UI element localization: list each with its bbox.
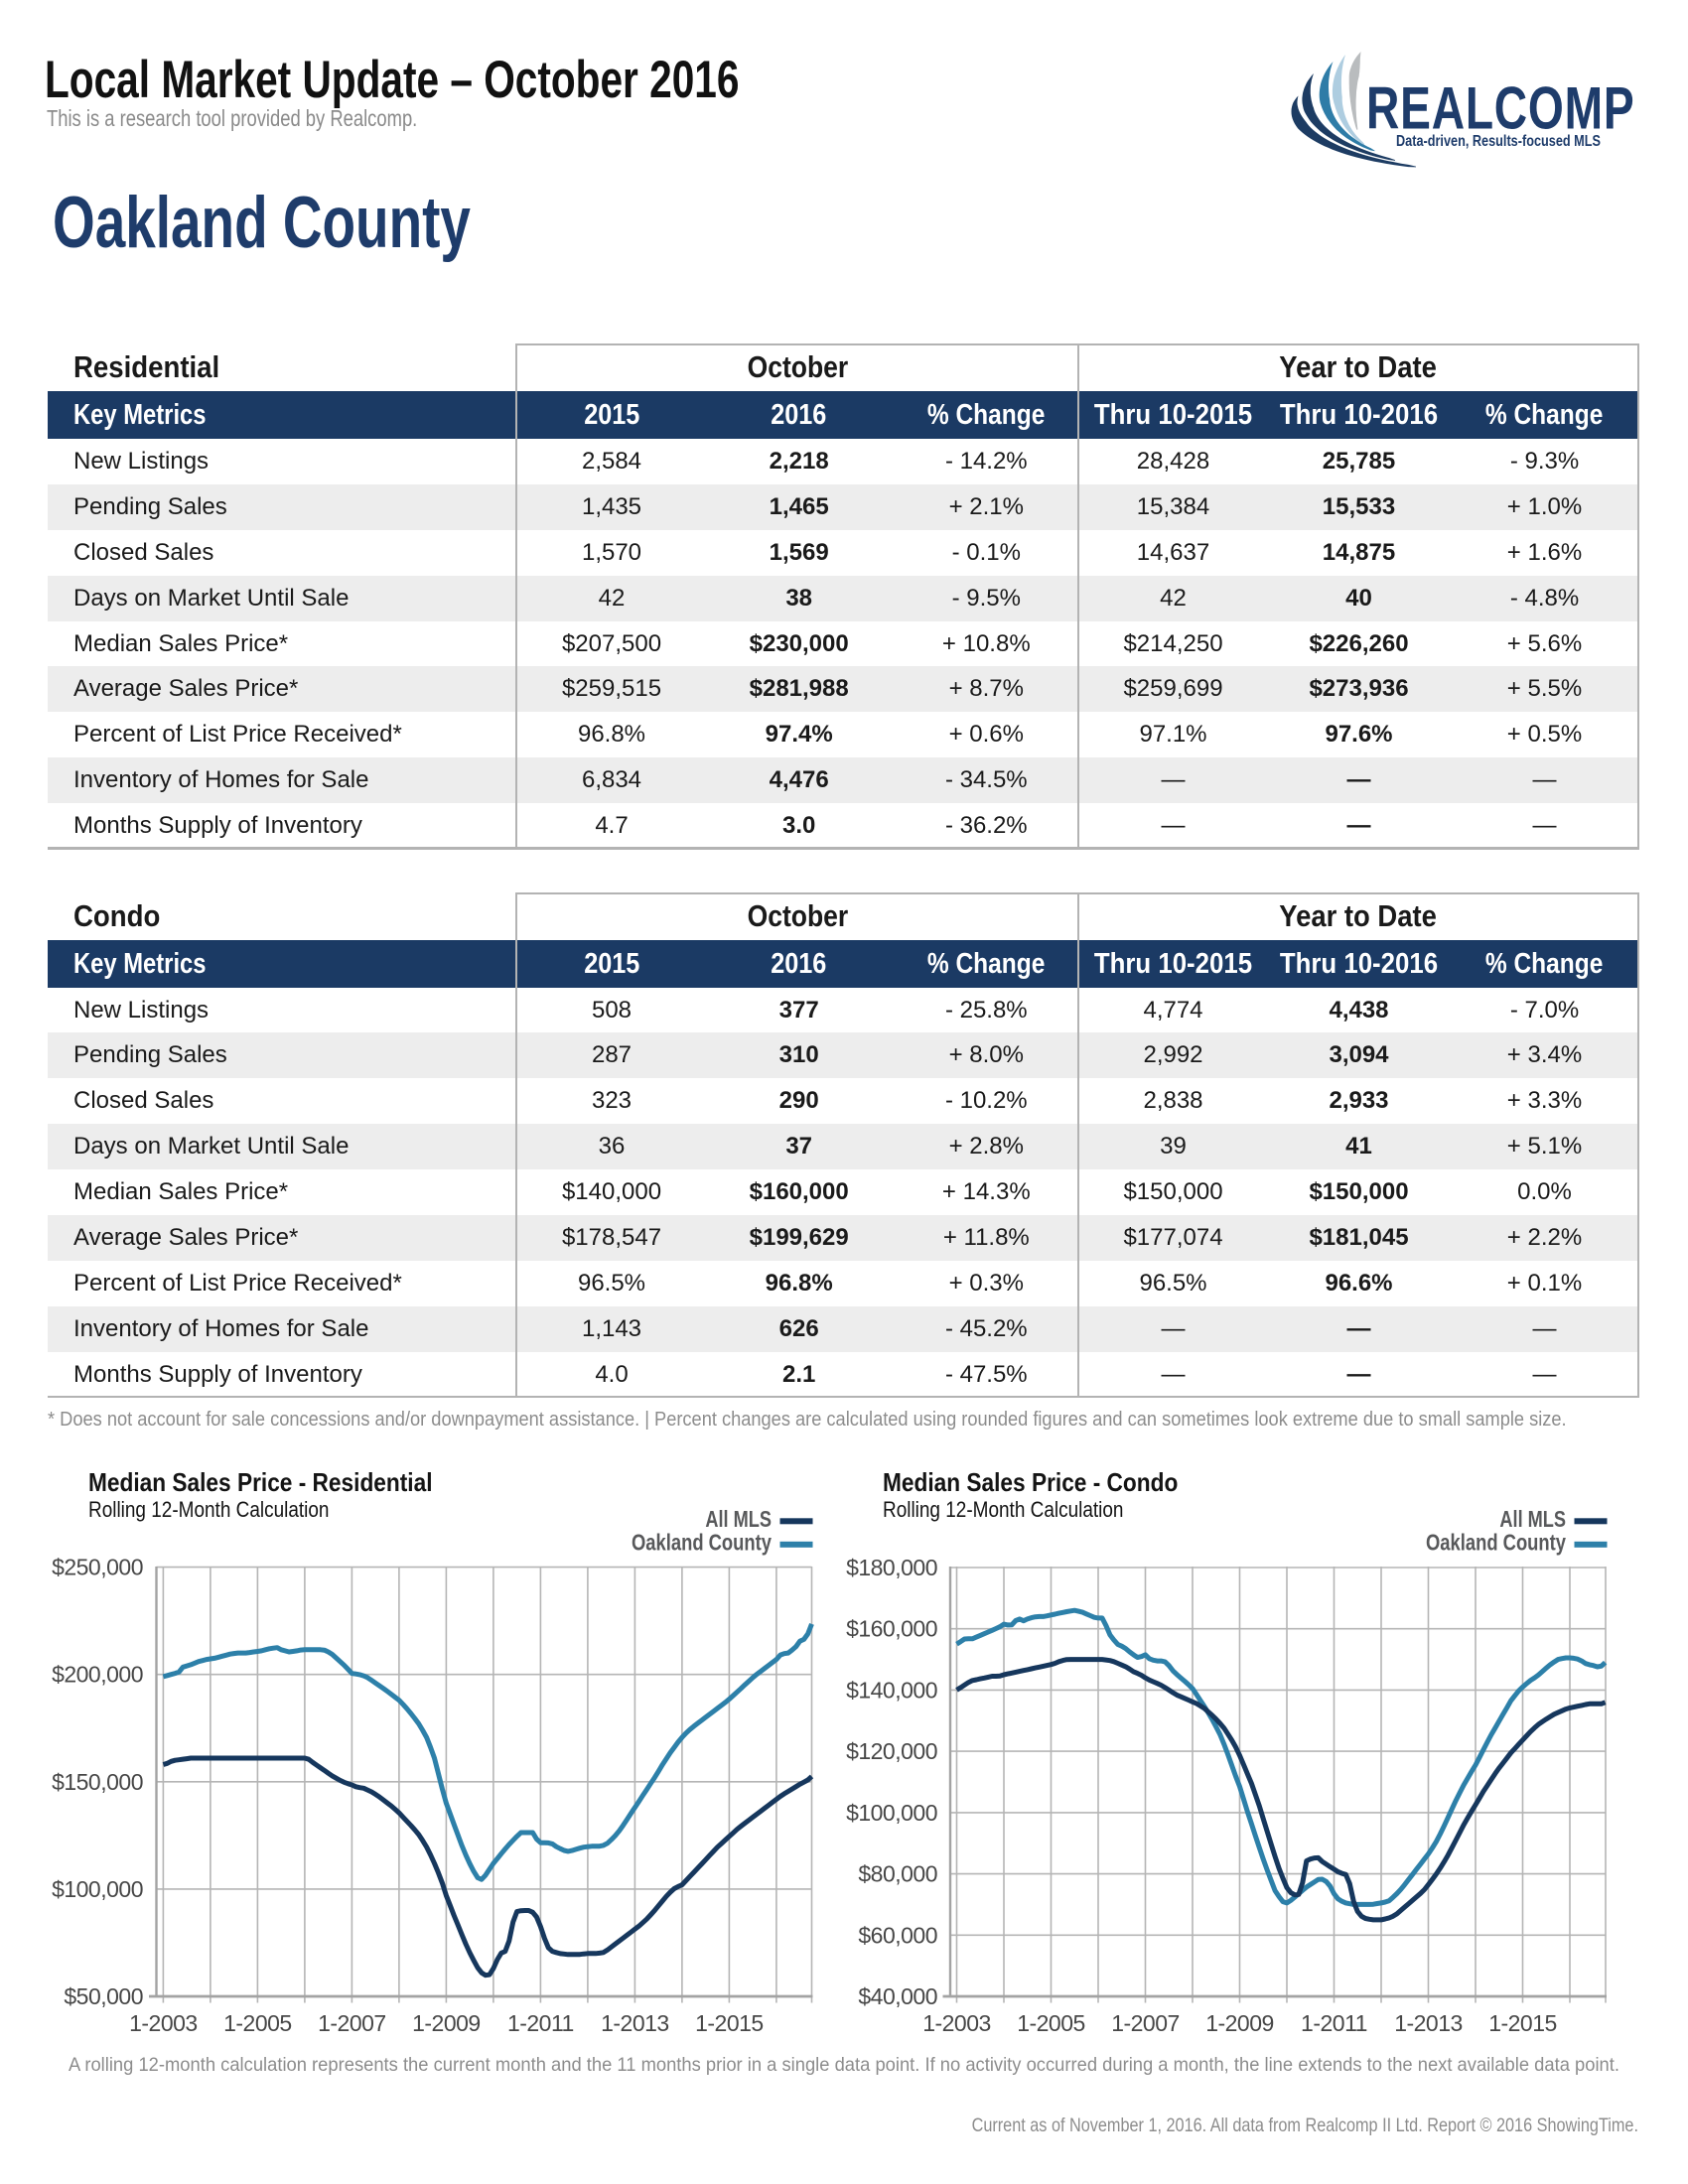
- svg-text:$160,000: $160,000: [846, 1616, 937, 1642]
- svg-text:1-2007: 1-2007: [1111, 2010, 1180, 2036]
- svg-text:Oakland County: Oakland County: [632, 1531, 772, 1556]
- svg-text:$100,000: $100,000: [846, 1800, 937, 1826]
- svg-text:$50,000: $50,000: [64, 1983, 143, 2009]
- svg-text:$120,000: $120,000: [846, 1738, 937, 1764]
- svg-text:1-2007: 1-2007: [318, 2010, 386, 2036]
- svg-text:$200,000: $200,000: [52, 1662, 143, 1688]
- svg-text:1-2013: 1-2013: [601, 2010, 669, 2036]
- svg-text:Oakland County: Oakland County: [1426, 1531, 1566, 1556]
- svg-text:$100,000: $100,000: [52, 1876, 143, 1902]
- svg-text:1-2003: 1-2003: [129, 2010, 198, 2036]
- svg-text:1-2005: 1-2005: [1017, 2010, 1085, 2036]
- svg-text:All MLS: All MLS: [1499, 1507, 1566, 1533]
- svg-text:1-2011: 1-2011: [1301, 2010, 1367, 2036]
- svg-text:1-2009: 1-2009: [1205, 2010, 1274, 2036]
- svg-text:$60,000: $60,000: [858, 1922, 937, 1948]
- svg-text:$150,000: $150,000: [52, 1769, 143, 1795]
- svg-text:All MLS: All MLS: [705, 1507, 772, 1533]
- svg-text:$140,000: $140,000: [846, 1677, 937, 1703]
- svg-text:Data-driven, Results-focused M: Data-driven, Results-focused MLS: [1396, 133, 1601, 150]
- svg-text:$80,000: $80,000: [858, 1861, 937, 1887]
- svg-text:$40,000: $40,000: [858, 1983, 937, 2009]
- svg-text:1-2013: 1-2013: [1394, 2010, 1463, 2036]
- svg-text:REALCOMP: REALCOMP: [1366, 76, 1634, 142]
- svg-text:1-2009: 1-2009: [412, 2010, 481, 2036]
- svg-text:1-2015: 1-2015: [695, 2010, 764, 2036]
- svg-text:1-2003: 1-2003: [922, 2010, 991, 2036]
- svg-text:$250,000: $250,000: [52, 1555, 143, 1580]
- svg-text:1-2011: 1-2011: [507, 2010, 574, 2036]
- svg-text:$180,000: $180,000: [846, 1555, 937, 1580]
- svg-text:1-2015: 1-2015: [1488, 2010, 1557, 2036]
- svg-text:1-2005: 1-2005: [223, 2010, 292, 2036]
